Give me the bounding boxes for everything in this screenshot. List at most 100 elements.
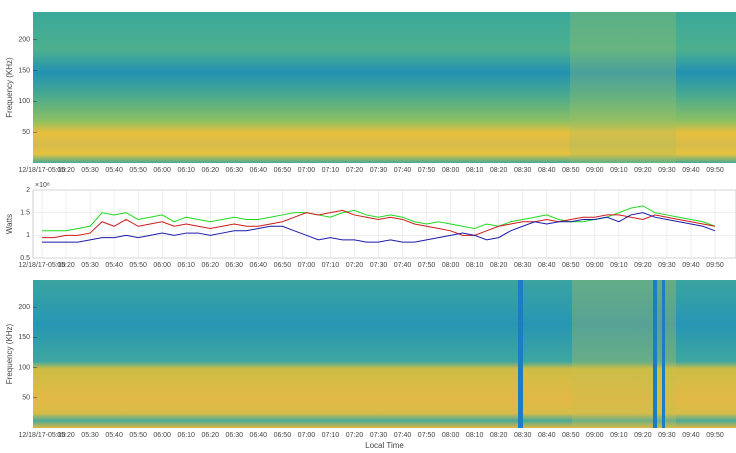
dropout-stripe — [653, 280, 657, 428]
x-tick-label: 08:10 — [466, 432, 484, 439]
x-tick-label: 08:40 — [538, 262, 556, 269]
x-tick-label: 06:30 — [226, 167, 244, 174]
x-tick-label: 07:50 — [418, 432, 436, 439]
x-tick-label: 05:50 — [129, 167, 147, 174]
x-tick-label: 09:10 — [610, 432, 628, 439]
x-tick-label: 08:20 — [490, 262, 508, 269]
x-tick-label: 06:00 — [153, 167, 171, 174]
x-tick-label: 05:20 — [57, 167, 75, 174]
x-tick-label: 08:40 — [538, 167, 556, 174]
y-tick-label: 150 — [18, 67, 30, 74]
x-tick-label: 09:00 — [586, 432, 604, 439]
x-tick-label: 07:50 — [418, 167, 436, 174]
x-tick-label: 06:00 — [153, 432, 171, 439]
x-tick-label: 07:00 — [298, 432, 316, 439]
x-tick-label: 07:30 — [370, 432, 388, 439]
x-tick-label: 09:30 — [658, 432, 676, 439]
x-tick-label: 06:10 — [177, 167, 195, 174]
dropout-stripe — [518, 280, 523, 428]
x-tick-label: 05:30 — [81, 167, 99, 174]
x-tick-label: 06:00 — [153, 262, 171, 269]
x-tick-label: 09:50 — [706, 167, 724, 174]
y-tick-label: 100 — [18, 98, 30, 105]
x-tick-label: 09:50 — [706, 432, 724, 439]
spectrogram-band — [572, 280, 676, 428]
x-tick-label: 08:30 — [514, 262, 532, 269]
y-multiplier: ×10⁸ — [35, 182, 50, 189]
x-tick-label: 07:40 — [394, 432, 412, 439]
x-tick-label: 06:40 — [250, 167, 268, 174]
x-tick-label: 07:20 — [346, 432, 364, 439]
x-tick-label: 08:40 — [538, 432, 556, 439]
x-tick-label: 07:10 — [322, 432, 340, 439]
x-tick-label: 08:10 — [466, 167, 484, 174]
x-tick-label: 06:50 — [274, 432, 292, 439]
x-tick-label: 05:40 — [105, 262, 123, 269]
x-tick-label: 09:40 — [682, 167, 700, 174]
x-tick-label: 07:10 — [322, 262, 340, 269]
x-tick-label: 07:20 — [346, 262, 364, 269]
x-tick-label: 09:00 — [586, 262, 604, 269]
y-tick-label: 1.5 — [20, 210, 30, 217]
x-tick-label: 07:00 — [298, 167, 316, 174]
x-tick-label: 09:40 — [682, 262, 700, 269]
x-tick-label: 09:20 — [634, 432, 652, 439]
x-tick-label: 09:00 — [586, 167, 604, 174]
figure: 12/18/17-05:1005:2005:3005:4005:5006:000… — [0, 0, 736, 453]
x-tick-label: 06:10 — [177, 432, 195, 439]
x-tick-label: 08:30 — [514, 167, 532, 174]
x-tick-label: 08:20 — [490, 432, 508, 439]
x-tick-label: 08:50 — [562, 262, 580, 269]
x-tick-label: 07:30 — [370, 262, 388, 269]
x-tick-label: 06:40 — [250, 262, 268, 269]
y-axis-title: Watts — [5, 214, 14, 234]
x-tick-label: 06:20 — [201, 432, 219, 439]
spectrogram-band — [570, 12, 676, 163]
x-tick-label: 09:30 — [658, 262, 676, 269]
x-tick-label: 05:30 — [81, 262, 99, 269]
x-tick-label: 09:10 — [610, 167, 628, 174]
x-tick-label: 06:10 — [177, 262, 195, 269]
x-tick-label: 07:00 — [298, 262, 316, 269]
x-tick-label: 05:50 — [129, 432, 147, 439]
x-tick-label: 06:50 — [274, 262, 292, 269]
x-tick-label: 09:20 — [634, 262, 652, 269]
y-tick-label: 200 — [18, 37, 30, 44]
x-tick-label: 08:20 — [490, 167, 508, 174]
y-tick-label: 50 — [22, 395, 30, 402]
y-tick-label: 1 — [26, 232, 30, 239]
x-tick-label: 05:20 — [57, 262, 75, 269]
x-axis-title: Local Time — [365, 441, 404, 450]
y-tick-label: 0.5 — [20, 255, 30, 262]
x-tick-label: 08:00 — [442, 167, 460, 174]
x-tick-label: 07:20 — [346, 167, 364, 174]
x-tick-label: 09:10 — [610, 262, 628, 269]
y-tick-label: 100 — [18, 364, 30, 371]
x-tick-label: 08:50 — [562, 432, 580, 439]
x-tick-label: 05:40 — [105, 432, 123, 439]
x-tick-label: 07:50 — [418, 262, 436, 269]
x-tick-label: 09:40 — [682, 432, 700, 439]
x-tick-label: 06:40 — [250, 432, 268, 439]
x-tick-label: 07:30 — [370, 167, 388, 174]
x-tick-label: 08:30 — [514, 432, 532, 439]
x-tick-label: 06:50 — [274, 167, 292, 174]
x-tick-label: 07:10 — [322, 167, 340, 174]
x-tick-label: 08:00 — [442, 432, 460, 439]
x-tick-label: 08:00 — [442, 262, 460, 269]
plot-area — [33, 190, 736, 258]
y-tick-label: 50 — [22, 129, 30, 136]
x-tick-label: 05:20 — [57, 432, 75, 439]
y-tick-label: 2 — [26, 187, 30, 194]
x-tick-label: 07:40 — [394, 167, 412, 174]
y-tick-label: 150 — [18, 334, 30, 341]
x-tick-label: 08:10 — [466, 262, 484, 269]
dropout-stripe — [662, 280, 665, 428]
x-tick-label: 06:30 — [226, 432, 244, 439]
x-tick-label: 05:30 — [81, 432, 99, 439]
x-tick-label: 06:20 — [201, 167, 219, 174]
y-axis-title: Frequency (KHz) — [5, 57, 14, 118]
y-tick-label: 200 — [18, 304, 30, 311]
x-tick-label: 05:50 — [129, 262, 147, 269]
x-tick-label: 07:40 — [394, 262, 412, 269]
